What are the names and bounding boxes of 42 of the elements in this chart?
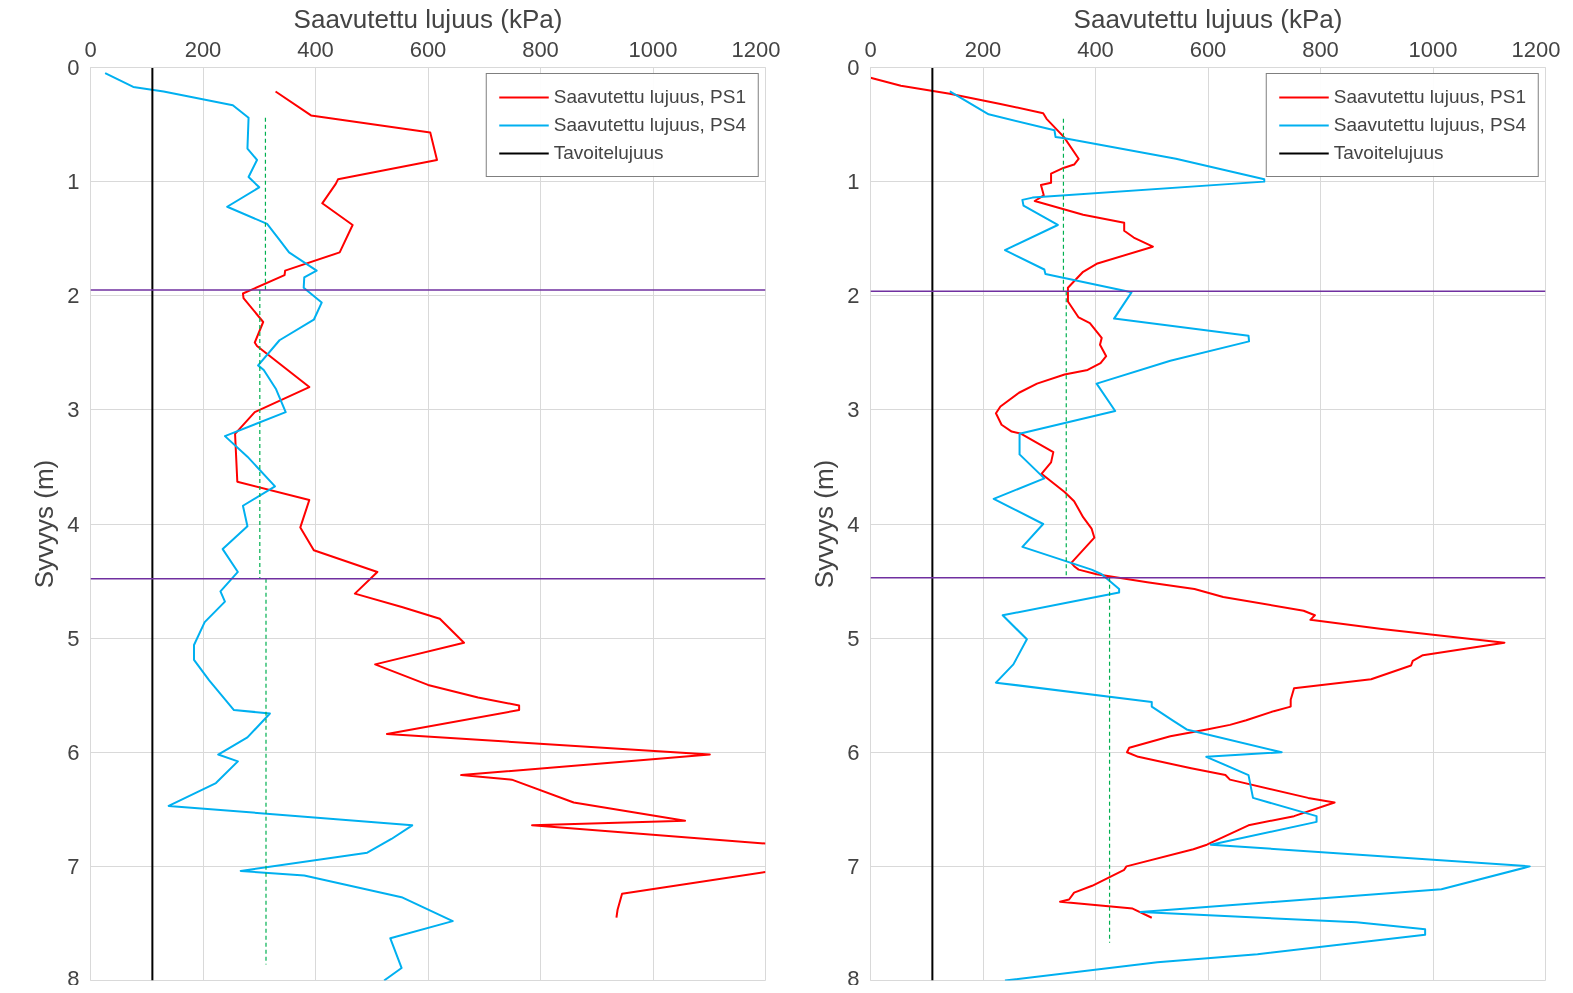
y-tick-label: 8	[847, 965, 860, 991]
y-tick-label: 0	[67, 55, 80, 80]
x-tick-label: 1200	[731, 36, 781, 62]
legend-label: Saavutettu lujuus, PS1	[1333, 86, 1526, 108]
y-tick-label: 6	[847, 739, 860, 765]
x-axis-title: Saavutettu lujuus (kPa)	[293, 3, 563, 34]
x-tick-label: 800	[522, 36, 559, 62]
x-tick-label: 200	[184, 36, 222, 62]
x-tick-label: 400	[1077, 36, 1114, 62]
y-tick-label: 5	[67, 625, 80, 651]
y-axis-title: Syvyys (m)	[809, 459, 840, 589]
y-tick-label: 7	[67, 853, 80, 879]
legend-label: Saavutettu lujuus, PS4	[553, 114, 746, 136]
y-tick-label: 5	[847, 625, 860, 651]
x-tick-label: 1000	[628, 36, 678, 62]
legend-label: Saavutettu lujuus, PS1	[553, 86, 746, 108]
y-tick-label: 3	[67, 397, 80, 423]
legend-label: Tavoitelujuus	[553, 142, 664, 164]
x-tick-label: 600	[409, 36, 447, 62]
x-tick-label: 0	[84, 36, 97, 62]
y-tick-label: 1	[847, 169, 860, 195]
y-tick-label: 4	[847, 511, 860, 537]
y-tick-label: 8	[67, 965, 80, 991]
x-tick-label: 200	[964, 36, 1002, 62]
x-tick-label: 1200	[1511, 36, 1561, 62]
x-tick-label: 800	[1302, 36, 1339, 62]
x-tick-label: 1000	[1408, 36, 1458, 62]
y-tick-label: 2	[847, 283, 860, 309]
x-tick-label: 400	[297, 36, 334, 62]
y-tick-label: 0	[847, 55, 860, 80]
x-tick-label: 0	[864, 36, 877, 62]
y-tick-label: 3	[847, 397, 860, 423]
y-tick-label: 6	[67, 739, 80, 765]
y-tick-label: 2	[67, 283, 80, 309]
y-axis-title: Syvyys (m)	[29, 459, 60, 589]
x-tick-label: 600	[1189, 36, 1227, 62]
y-tick-label: 1	[67, 169, 80, 195]
legend-label: Saavutettu lujuus, PS4	[1333, 114, 1526, 136]
y-tick-label: 4	[67, 511, 80, 537]
legend-label: Tavoitelujuus	[1333, 142, 1444, 164]
x-axis-title: Saavutettu lujuus (kPa)	[1073, 3, 1343, 34]
y-tick-label: 7	[847, 853, 860, 879]
